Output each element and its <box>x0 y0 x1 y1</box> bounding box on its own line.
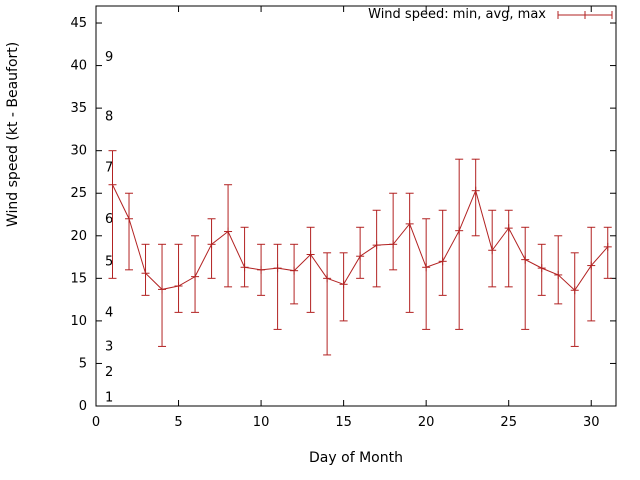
legend-label: Wind speed: min, avg, max <box>368 7 546 22</box>
svg-text:20: 20 <box>418 415 435 430</box>
svg-text:25: 25 <box>70 186 87 201</box>
errorbar-sample-icon <box>557 10 613 19</box>
svg-text:10: 10 <box>70 314 87 329</box>
svg-text:9: 9 <box>105 50 113 65</box>
svg-text:8: 8 <box>105 110 113 125</box>
svg-text:20: 20 <box>70 229 87 244</box>
svg-text:7: 7 <box>105 161 113 176</box>
svg-text:15: 15 <box>70 271 87 286</box>
svg-text:30: 30 <box>583 415 600 430</box>
svg-text:5: 5 <box>105 254 113 269</box>
svg-text:6: 6 <box>105 212 113 227</box>
svg-text:25: 25 <box>500 415 517 430</box>
svg-text:30: 30 <box>70 144 87 159</box>
svg-text:5: 5 <box>79 356 87 371</box>
svg-text:40: 40 <box>70 59 87 74</box>
legend: Wind speed: min, avg, max <box>368 7 614 22</box>
svg-text:4: 4 <box>105 305 113 320</box>
svg-text:0: 0 <box>79 399 87 414</box>
svg-text:45: 45 <box>70 16 87 31</box>
svg-text:0: 0 <box>92 415 100 430</box>
svg-text:10: 10 <box>253 415 270 430</box>
svg-text:3: 3 <box>105 339 113 354</box>
svg-text:35: 35 <box>70 101 87 116</box>
x-axis-title: Day of Month <box>309 450 403 466</box>
svg-text:15: 15 <box>335 415 352 430</box>
svg-text:5: 5 <box>174 415 182 430</box>
svg-text:2: 2 <box>105 365 113 380</box>
svg-text:1: 1 <box>105 390 113 405</box>
